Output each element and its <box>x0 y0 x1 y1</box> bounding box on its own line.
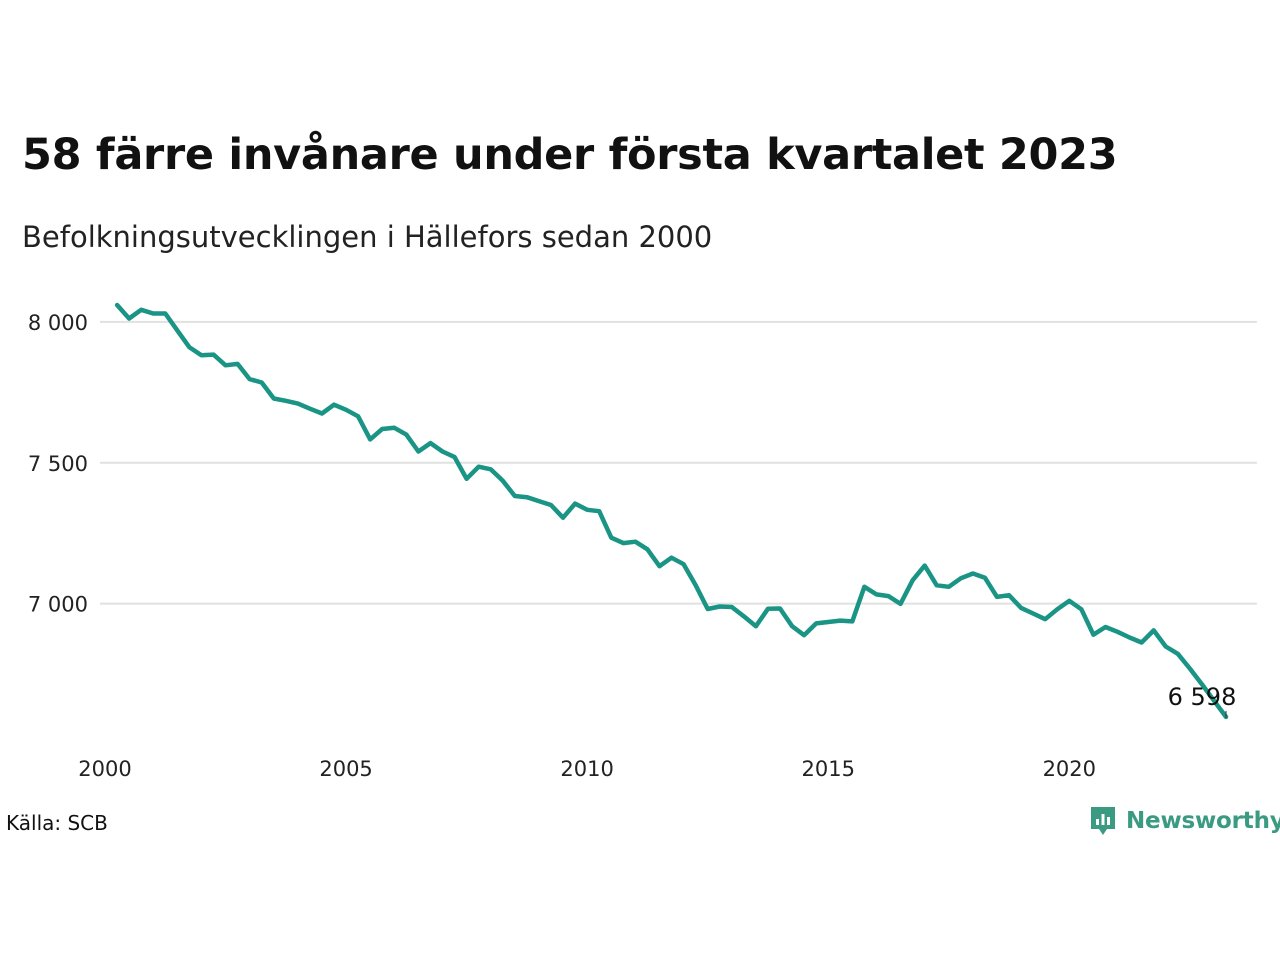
y-axis-tick-labels: 7 000 7 500 8 000 <box>28 311 88 617</box>
series-group <box>114 302 1229 720</box>
source-note: Källa: SCB <box>6 811 108 835</box>
x-tick-label-2010: 2010 <box>560 757 613 781</box>
chart-title: 58 färre invånare under första kvartalet… <box>22 130 1118 180</box>
brand-logo: Newsworthy <box>1088 804 1280 838</box>
y-tick-label-8000: 8 000 <box>28 311 88 335</box>
x-tick-label-2020: 2020 <box>1043 757 1096 781</box>
annotation-label-0: 6 598 <box>1168 683 1237 711</box>
newsworthy-logo-icon <box>1091 807 1115 835</box>
chart-subtitle: Befolkningsutvecklingen i Hällefors seda… <box>22 220 713 254</box>
x-tick-label-2000: 2000 <box>78 757 131 781</box>
y-tick-label-7500: 7 500 <box>28 452 88 476</box>
x-tick-label-2005: 2005 <box>319 757 372 781</box>
y-tick-label-7000: 7 000 <box>28 593 88 617</box>
x-axis-tick-labels: 2000 2005 2010 2015 2020 <box>78 757 1096 781</box>
series-line-0 <box>114 302 1229 720</box>
x-tick-label-2015: 2015 <box>801 757 854 781</box>
logo-text: Newsworthy <box>1126 808 1280 834</box>
annotations: 6 598 <box>1168 683 1237 718</box>
